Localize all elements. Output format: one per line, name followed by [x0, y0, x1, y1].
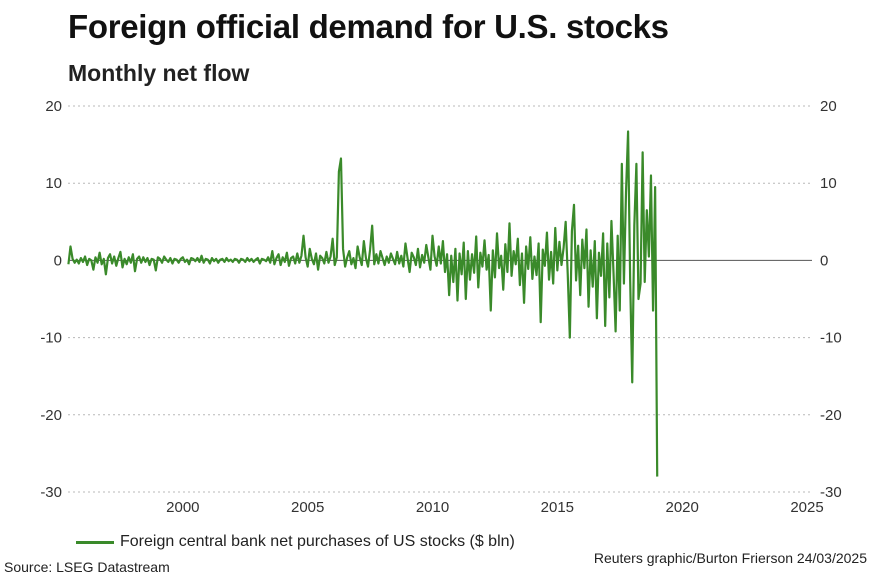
legend-swatch: [76, 540, 114, 544]
x-tick-label: 2025: [790, 499, 823, 516]
y-tick-label-right: -30: [820, 484, 842, 501]
chart-subtitle: Monthly net flow: [68, 60, 250, 86]
credit-note: Reuters graphic/Burton Frierson 24/03/20…: [593, 550, 867, 566]
series-layer: [67, 130, 659, 477]
y-tick-label-left: 20: [45, 98, 62, 115]
y-axis-left: 20 10 0 -10 -20 -30: [40, 98, 62, 501]
y-tick-label-left: -30: [40, 484, 62, 501]
y-tick-label-right: -20: [820, 407, 842, 424]
y-tick-label-right: -10: [820, 330, 842, 347]
x-axis: 2000 2005 2010 2015 2020 2025: [166, 499, 824, 516]
legend: Foreign central bank net purchases of US…: [76, 533, 515, 551]
y-tick-label-right: 20: [820, 98, 837, 115]
y-tick-label-right: 10: [820, 175, 837, 192]
x-tick-label: 2015: [541, 499, 574, 516]
y-tick-label-right: 0: [820, 252, 828, 269]
y-tick-label-left: 10: [45, 175, 62, 192]
y-tick-label-left: -10: [40, 330, 62, 347]
source-note: Source: LSEG Datastream: [4, 559, 170, 575]
chart-title: Foreign official demand for U.S. stocks: [68, 8, 669, 45]
x-tick-label: 2010: [416, 499, 449, 516]
x-tick-label: 2020: [665, 499, 698, 516]
x-tick-label: 2000: [166, 499, 199, 516]
y-tick-label-left: 0: [54, 252, 62, 269]
gridlines: [68, 105, 812, 493]
y-axis-right: 20 10 0 -10 -20 -30: [820, 98, 842, 501]
y-tick-label-left: -20: [40, 407, 62, 424]
series-line: [67, 130, 659, 477]
legend-label: Foreign central bank net purchases of US…: [120, 533, 515, 550]
x-tick-label: 2005: [291, 499, 324, 516]
